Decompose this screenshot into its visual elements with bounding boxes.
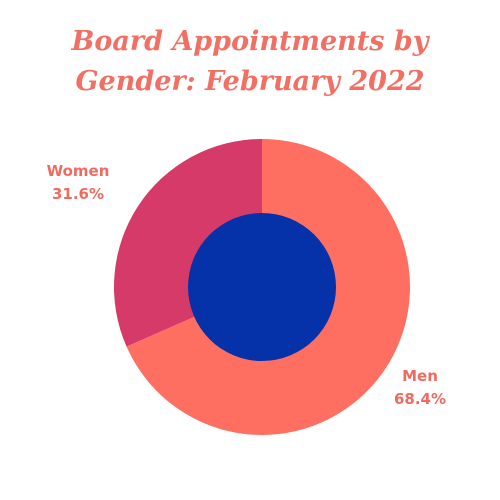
- slice-label-women: Women: [47, 162, 110, 180]
- chart-title-line-1: Board Appointments by: [71, 26, 429, 57]
- chart-labels: Men 68.4% Women 31.6%: [47, 162, 446, 408]
- donut-hole: [188, 213, 336, 361]
- chart-title: Board Appointments by Gender: February 2…: [0, 22, 500, 102]
- slice-value-men: 68.4%: [394, 390, 446, 408]
- chart-title-line-2: Gender: February 2022: [75, 66, 425, 97]
- slice-label-men: Men: [402, 367, 438, 385]
- slice-value-women: 31.6%: [52, 185, 104, 203]
